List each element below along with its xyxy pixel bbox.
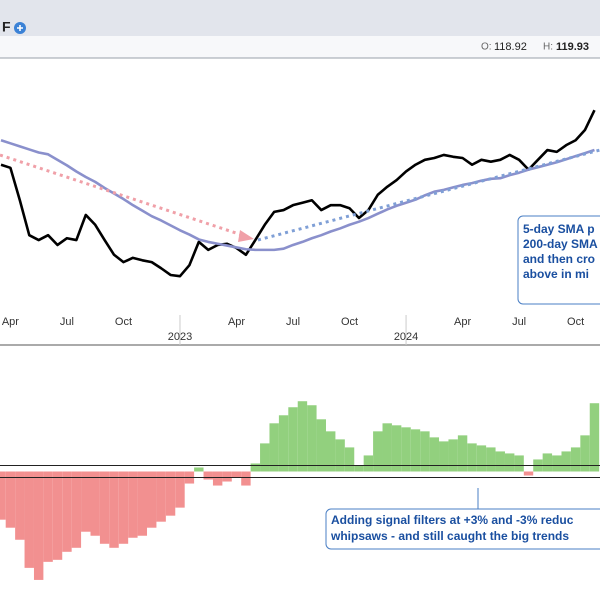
negative-bar xyxy=(43,471,53,562)
annotation-line: Adding signal filters at +3% and -3% red… xyxy=(331,513,574,527)
positive-bar xyxy=(448,439,458,472)
x-tick-label: Apr xyxy=(454,316,471,328)
negative-bar xyxy=(175,471,185,508)
positive-bar xyxy=(439,441,449,472)
positive-bar xyxy=(363,455,374,472)
positive-bar xyxy=(344,447,355,472)
negative-bar xyxy=(147,471,157,528)
positive-bar xyxy=(561,451,571,472)
negative-bar xyxy=(165,471,176,516)
positive-bar xyxy=(316,419,326,472)
open-value: 118.92 xyxy=(494,41,527,53)
positive-bar xyxy=(580,435,590,472)
positive-bar xyxy=(514,455,524,472)
negative-bar xyxy=(109,471,119,548)
x-tick-label: Apr xyxy=(228,316,245,328)
x-year-label: 2024 xyxy=(394,331,418,343)
positive-bar xyxy=(335,439,345,472)
annotation-box xyxy=(325,508,600,550)
positive-bar xyxy=(542,453,553,472)
negative-bar xyxy=(71,471,82,548)
positive-bar xyxy=(194,467,204,472)
annotation-line: whipsaws - and still caught the big tren… xyxy=(330,529,569,543)
positive-bar xyxy=(467,443,477,472)
negative-bar xyxy=(156,471,166,522)
positive-bar xyxy=(278,415,289,472)
annotation-line: above in mi xyxy=(523,267,589,281)
annotation-line: 200-day SMA xyxy=(523,237,598,251)
positive-bar xyxy=(495,451,505,472)
add-icon xyxy=(17,25,23,31)
x-tick-label: Jul xyxy=(286,316,300,328)
high-value: 119.93 xyxy=(556,41,589,53)
negative-bar xyxy=(0,471,6,520)
negative-bar xyxy=(203,471,213,480)
symbol: F xyxy=(2,19,11,35)
negative-bar xyxy=(99,471,110,544)
negative-bar xyxy=(212,471,223,486)
negative-bar xyxy=(128,471,138,538)
positive-bar xyxy=(373,431,383,472)
x-tick-label: Oct xyxy=(115,316,132,328)
annotation-line: 5-day SMA p xyxy=(523,222,595,236)
x-tick-label: Oct xyxy=(341,316,358,328)
negative-bar xyxy=(523,471,534,476)
high-label: H: xyxy=(543,42,553,53)
positive-bar xyxy=(457,435,468,472)
positive-bar xyxy=(401,427,411,472)
oscillator-panel xyxy=(0,401,600,580)
open-label: O: xyxy=(481,42,492,53)
positive-bar xyxy=(570,447,581,472)
negative-bar xyxy=(5,471,16,528)
negative-bar xyxy=(15,471,25,540)
positive-bar xyxy=(250,463,261,472)
price-line xyxy=(0,109,596,278)
negative-bar xyxy=(118,471,129,544)
negative-bar xyxy=(137,471,148,536)
x-year-label: 2023 xyxy=(168,331,192,343)
positive-bar xyxy=(429,437,440,472)
positive-bar xyxy=(382,423,392,472)
positive-bar xyxy=(269,423,279,472)
positive-bar xyxy=(288,407,298,472)
annotation-line: and then cro xyxy=(523,252,595,266)
positive-bar xyxy=(589,403,600,472)
positive-bar xyxy=(260,443,270,472)
annotation-box xyxy=(517,215,600,305)
negative-bar xyxy=(241,471,251,486)
positive-bar xyxy=(552,455,562,472)
positive-bar xyxy=(476,445,487,472)
positive-bar xyxy=(486,447,496,472)
price-panel: Apr Jul Oct 2023 Apr Jul Oct 2024 Apr Jul Oct xyxy=(0,109,596,345)
positive-bar xyxy=(410,429,421,472)
negative-bar xyxy=(81,471,91,532)
positive-bar xyxy=(325,431,336,472)
positive-bar xyxy=(307,405,317,472)
negative-bar xyxy=(90,471,100,536)
ohlc-bar xyxy=(0,36,600,58)
positive-bar xyxy=(354,465,364,472)
negative-bar xyxy=(52,471,63,560)
positive-bar xyxy=(391,425,402,472)
x-tick-label: Jul xyxy=(512,316,526,328)
negative-bar xyxy=(231,471,242,478)
trend-arrow-down xyxy=(0,153,246,238)
x-tick-label: Jul xyxy=(60,316,74,328)
negative-bar xyxy=(62,471,72,552)
positive-bar xyxy=(504,453,515,472)
header-bar xyxy=(0,0,600,36)
positive-bar xyxy=(297,401,308,472)
negative-bar xyxy=(24,471,34,568)
positive-bar xyxy=(420,431,430,472)
x-tick-label: Apr xyxy=(2,316,19,328)
negative-bar xyxy=(33,471,44,580)
negative-bar xyxy=(222,471,232,482)
x-tick-label: Oct xyxy=(567,316,584,328)
arrow-head xyxy=(238,230,254,242)
trend-arrow-up xyxy=(257,148,600,242)
